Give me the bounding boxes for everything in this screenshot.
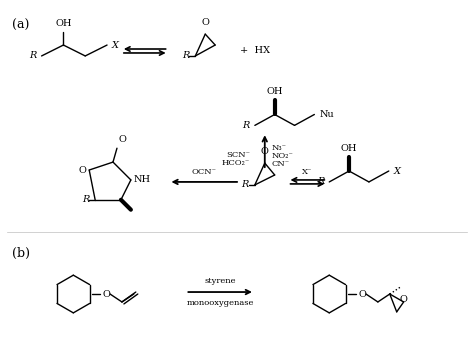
Text: O: O <box>201 18 209 27</box>
Text: O: O <box>261 147 269 156</box>
Text: SCN⁻: SCN⁻ <box>226 151 250 159</box>
Text: Nu: Nu <box>319 110 334 119</box>
Text: R: R <box>242 180 249 189</box>
Text: N₃⁻: N₃⁻ <box>272 144 287 152</box>
Text: R: R <box>82 195 89 204</box>
Text: styrene: styrene <box>204 277 236 285</box>
Text: R: R <box>317 177 324 186</box>
Text: X: X <box>112 40 119 49</box>
Text: OH: OH <box>55 19 72 28</box>
Text: O: O <box>102 290 110 299</box>
Text: O: O <box>358 290 366 299</box>
Text: HCO₂⁻: HCO₂⁻ <box>222 159 250 167</box>
Text: CN⁻: CN⁻ <box>272 160 290 168</box>
Text: O: O <box>400 295 408 304</box>
Text: O: O <box>78 165 86 174</box>
Text: +  HX: + HX <box>240 46 270 55</box>
Text: X: X <box>394 166 401 175</box>
Text: NH: NH <box>134 175 151 184</box>
Text: monooxygenase: monooxygenase <box>186 299 254 307</box>
Text: OH: OH <box>266 86 283 95</box>
Text: O: O <box>119 135 127 144</box>
Text: R: R <box>243 121 250 130</box>
Text: (b): (b) <box>12 247 30 261</box>
Text: R: R <box>29 52 36 61</box>
Text: X⁻: X⁻ <box>302 168 313 176</box>
Text: OCN⁻: OCN⁻ <box>192 168 217 176</box>
Text: NO₂⁻: NO₂⁻ <box>272 152 293 160</box>
Text: OH: OH <box>341 144 357 153</box>
Text: R: R <box>182 52 190 61</box>
Text: (a): (a) <box>12 19 29 32</box>
